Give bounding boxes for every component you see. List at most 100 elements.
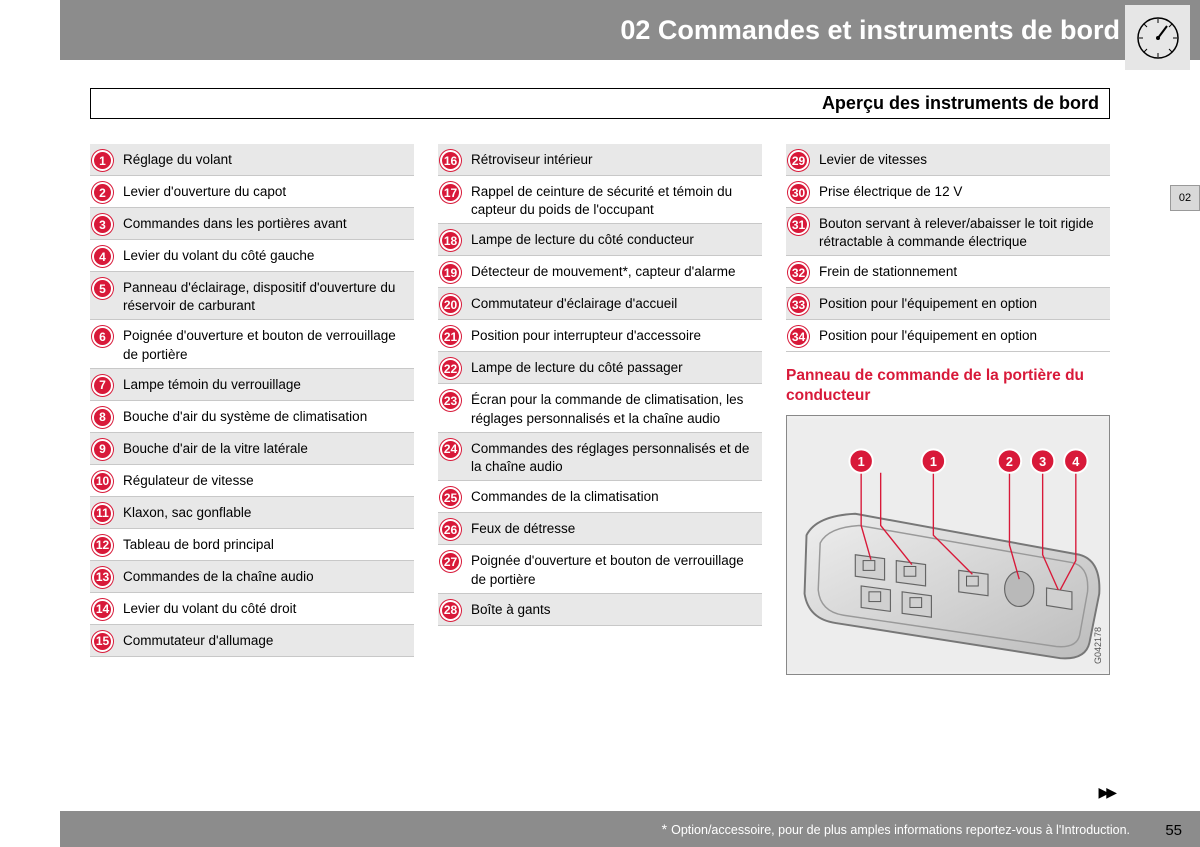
list-item: 31 Bouton servant à relever/abaisser le t… [786,208,1110,256]
number-badge: 1 [92,150,113,171]
chapter-title: 02 Commandes et instruments de bord [620,15,1120,46]
chapter-header: 02 Commandes et instruments de bord [60,0,1200,60]
footer-bar: *Option/accessoire, pour de plus amples … [60,811,1200,847]
number-badge: 10 [92,471,113,492]
list-item: 4 Levier du volant du côté gauche [90,240,414,272]
list-item-text: Lampe de lecture du côté conducteur [471,228,694,249]
number-badge: 14 [92,599,113,620]
list-item: 33 Position pour l'équipement en option [786,288,1110,320]
number-badge: 28 [440,600,461,621]
door-panel-illustration: 11234 G042178 [786,415,1110,675]
list-item: 9Bouche d'air de la vitre latérale [90,433,414,465]
number-badge: 20 [440,294,461,315]
list-item: 26Feux de détresse [438,513,762,545]
list-item-text: Bouton servant à relever/abaisser le toi… [819,212,1110,251]
chapter-gauge-icon [1125,5,1190,70]
list-item: 5 Panneau d'éclairage, dispositif d'ouver… [90,272,414,320]
svg-text:1: 1 [858,455,865,469]
number-badge: 3 [92,214,113,235]
number-badge: 32 [788,262,809,283]
footer-note: *Option/accessoire, pour de plus amples … [662,821,1130,837]
number-badge: 23 [440,390,461,411]
content-columns: 1 Réglage du volant 2 Levier d'ouverture du… [90,144,1110,675]
list-item: 12Tableau de bord principal [90,529,414,561]
number-badge: 11 [92,503,113,524]
list-item-text: Bouche d'air de la vitre latérale [123,437,308,458]
number-badge: 25 [440,487,461,508]
list-item: 17 Rappel de ceinture de sécurité et témo… [438,176,762,224]
list-item-text: Frein de stationnement [819,260,957,281]
list-item: 25 Commandes de la climatisation [438,481,762,513]
list-item-text: Position pour l'équipement en option [819,324,1037,345]
list-item-text: Levier d'ouverture du capot [123,180,286,201]
number-badge: 26 [440,519,461,540]
list-item: 15Commutateur d'allumage [90,625,414,657]
list-item: 8Bouche d'air du système de climatisatio… [90,401,414,433]
list-item-text: Commandes de la climatisation [471,485,659,506]
list-item: 30Prise électrique de 12 V [786,176,1110,208]
list-item-text: Lampe de lecture du côté passager [471,356,683,377]
list-item-text: Panneau d'éclairage, dispositif d'ouvert… [123,276,414,315]
svg-text:3: 3 [1039,455,1046,469]
column-3: 29Levier de vitesses30Prise électrique d… [786,144,1110,675]
list-item: 18Lampe de lecture du côté conducteur [438,224,762,256]
side-tab: 02 [1170,185,1200,211]
illustration-code: G042178 [1093,627,1103,664]
list-item-text: Commandes des réglages personnalisés et … [471,437,762,476]
number-badge: 34 [788,326,809,347]
list-item-text: Levier du volant du côté gauche [123,244,314,265]
list-item-text: Commandes dans les portières avant [123,212,347,233]
list-item-text: Levier de vitesses [819,148,927,169]
list-item-text: Commutateur d'allumage [123,629,273,650]
list-item: 34 Position pour l'équipement en option [786,320,1110,352]
number-badge: 7 [92,375,113,396]
list-item: 11 Klaxon, sac gonflable [90,497,414,529]
number-badge: 17 [440,182,461,203]
list-item: 27 Poignée d'ouverture et bouton de verro… [438,545,762,593]
list-item: 21Position pour interrupteur d'accessoir… [438,320,762,352]
number-badge: 33 [788,294,809,315]
left-margin [0,0,60,847]
number-badge: 8 [92,407,113,428]
list-item-text: Position pour l'équipement en option [819,292,1037,313]
section-subtitle: Aperçu des instruments de bord [90,88,1110,119]
list-item: 13Commandes de la chaîne audio [90,561,414,593]
list-item-text: Rétroviseur intérieur [471,148,593,169]
list-item: 32 Frein de stationnement [786,256,1110,288]
list-item-text: Poignée d'ouverture et bouton de verroui… [471,549,762,588]
list-item: 16Rétroviseur intérieur [438,144,762,176]
number-badge: 13 [92,567,113,588]
continue-indicator: ▶▶ [1098,784,1114,801]
number-badge: 4 [92,246,113,267]
list-item-text: Détecteur de mouvement*, capteur d'alarm… [471,260,735,281]
number-badge: 6 [92,326,113,347]
list-item: 2 Levier d'ouverture du capot [90,176,414,208]
list-item-text: Klaxon, sac gonflable [123,501,251,522]
svg-text:2: 2 [1006,455,1013,469]
list-item-text: Lampe témoin du verrouillage [123,373,301,394]
number-badge: 24 [440,439,461,460]
number-badge: 31 [788,214,809,235]
list-item: 3 Commandes dans les portières avant [90,208,414,240]
list-item: 19Détecteur de mouvement*, capteur d'ala… [438,256,762,288]
list-item: 29Levier de vitesses [786,144,1110,176]
list-item: 24 Commandes des réglages personnalisés e… [438,433,762,481]
list-item-text: Régulateur de vitesse [123,469,254,490]
number-badge: 21 [440,326,461,347]
list-item-text: Écran pour la commande de climatisation,… [471,388,762,427]
number-badge: 5 [92,278,113,299]
list-item: 10 Régulateur de vitesse [90,465,414,497]
number-badge: 30 [788,182,809,203]
list-item: 23 Écran pour la commande de climatisatio… [438,384,762,432]
column-2: 16Rétroviseur intérieur 17 Rappel de ceint… [438,144,762,675]
number-badge: 12 [92,535,113,556]
number-badge: 27 [440,551,461,572]
list-item-text: Rappel de ceinture de sécurité et témoin… [471,180,762,219]
list-item-text: Réglage du volant [123,148,232,169]
page-number: 55 [1165,822,1182,839]
number-badge: 2 [92,182,113,203]
list-item: 6Poignée d'ouverture et bouton de verrou… [90,320,414,368]
svg-text:4: 4 [1072,455,1079,469]
list-item-text: Levier du volant du côté droit [123,597,296,618]
list-item: 28Boîte à gants [438,594,762,626]
